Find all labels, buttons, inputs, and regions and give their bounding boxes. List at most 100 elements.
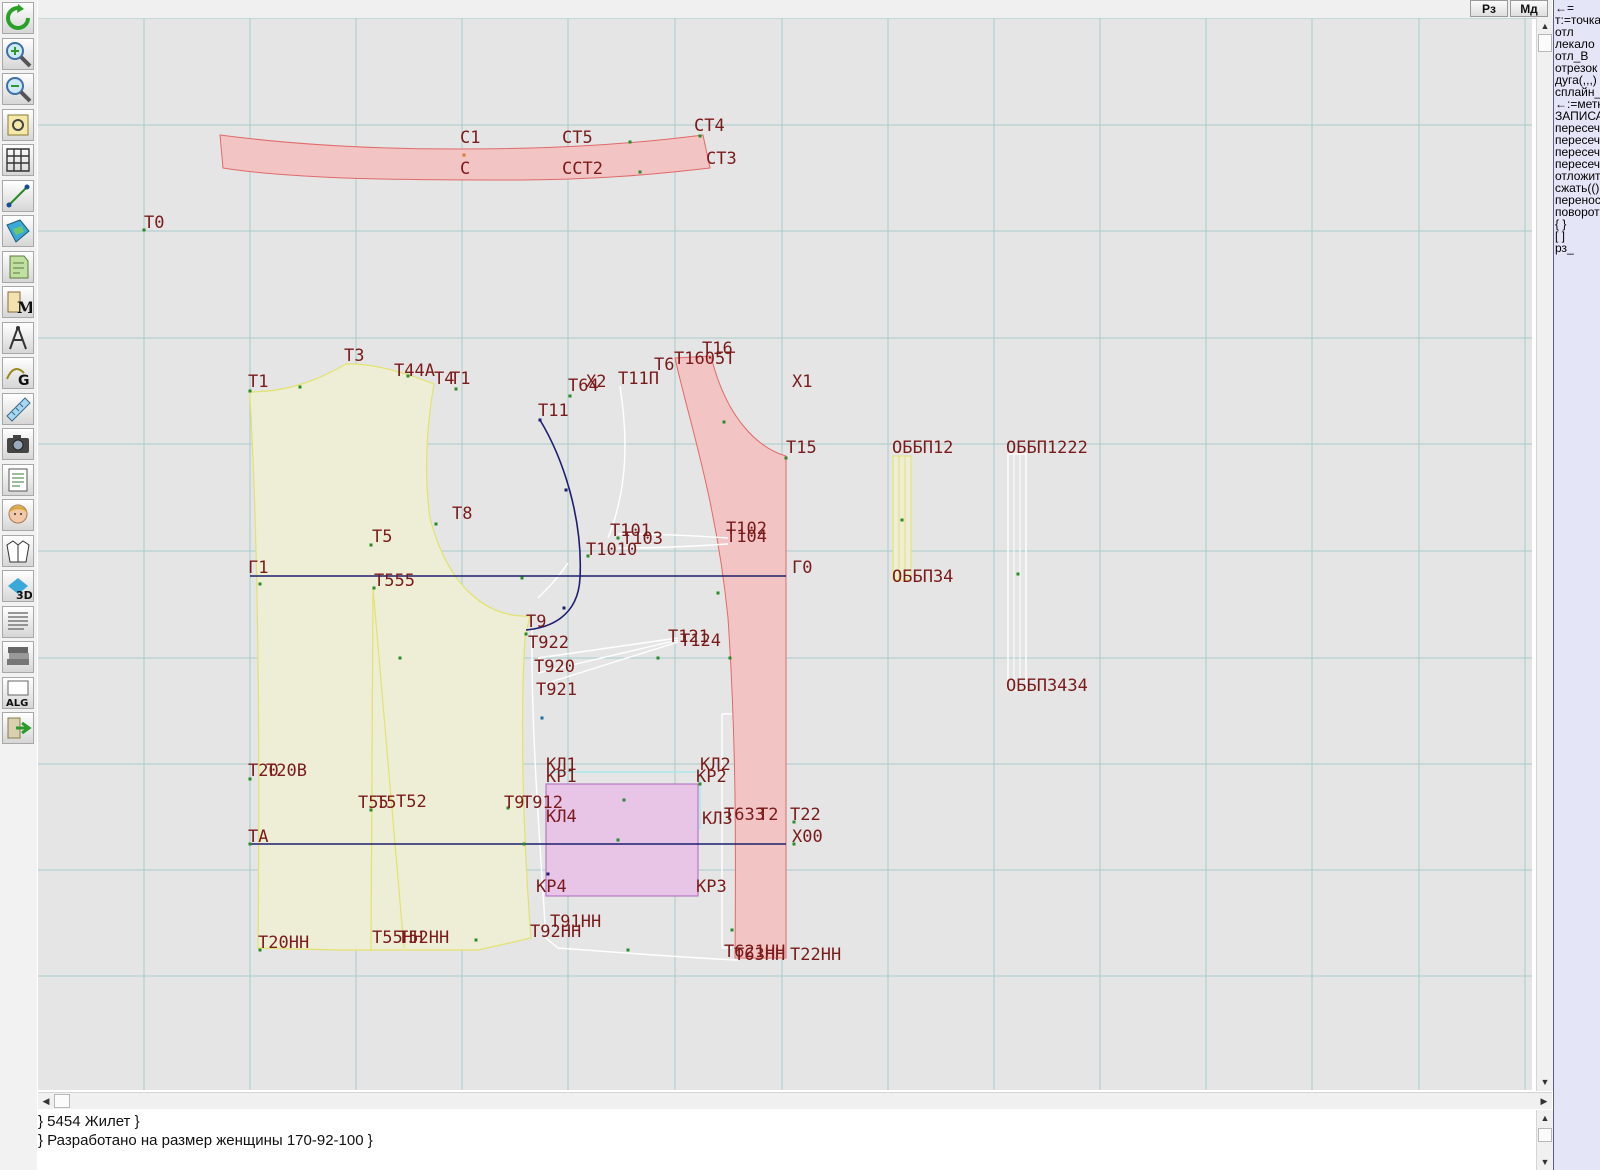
info-scroll-thumb[interactable] xyxy=(1538,1128,1552,1142)
command-item[interactable]: ЗАПИСАТЬ xyxy=(1555,109,1600,123)
command-item[interactable]: дуга(,,,) xyxy=(1555,73,1597,87)
command-item[interactable]: пересеч xyxy=(1555,133,1600,147)
point-label-ct5: СТ5 xyxy=(562,128,593,148)
drawing-canvas[interactable]: С1 СТ5 СТ4 СТ3 С ССТ2 Т0 Т1 Т3 Т44А Т4 Т1 Т6 Т16 Т1605… xyxy=(38,18,1532,1090)
point-label-ct4: СТ4 xyxy=(694,116,725,136)
construction-point xyxy=(638,170,642,174)
scroll-up-icon[interactable]: ▲ xyxy=(1540,21,1550,31)
command-item[interactable]: поворот xyxy=(1555,205,1600,219)
layout-button[interactable] xyxy=(2,215,34,247)
jacket-button[interactable] xyxy=(2,534,34,567)
command-item[interactable]: отл xyxy=(1555,25,1574,39)
command-item[interactable]: т:=точка xyxy=(1555,13,1600,27)
document-button[interactable] xyxy=(2,463,34,496)
command-item[interactable]: [ ] xyxy=(1555,229,1566,243)
scroll-left-icon[interactable]: ◀ xyxy=(42,1095,50,1106)
command-item[interactable]: отрезок xyxy=(1555,61,1598,75)
command-item[interactable]: рз_ xyxy=(1555,241,1574,255)
construction-point xyxy=(622,798,626,802)
scroll-right-icon[interactable]: ▶ xyxy=(1540,1095,1548,1106)
exit-button[interactable] xyxy=(2,712,34,744)
point-label-kl1: КЛ1 xyxy=(546,755,577,775)
command-item[interactable]: лекало xyxy=(1555,37,1595,51)
compass-button[interactable] xyxy=(2,321,34,354)
pocket-piece[interactable] xyxy=(545,783,699,897)
point-label-t6: Т6 xyxy=(654,355,674,375)
zoom-out-button[interactable] xyxy=(2,73,34,105)
command-item[interactable]: ←:=метка xyxy=(1555,97,1600,111)
command-item[interactable]: перенос xyxy=(1555,193,1600,207)
construction-point xyxy=(454,387,458,391)
3d-view-icon: 3D xyxy=(4,572,32,600)
point-label-kl3: КЛ3 xyxy=(702,809,733,829)
command-item[interactable]: сплайн_ xyxy=(1555,85,1600,99)
point-label-t3: Т3 xyxy=(344,346,364,366)
text-document-icon xyxy=(4,608,32,636)
point-label-t621nn: Т621НН xyxy=(724,942,785,962)
point-label-t921: Т921 xyxy=(536,680,577,700)
command-item[interactable]: отложить xyxy=(1555,169,1600,183)
command-item[interactable]: сжать(() xyxy=(1555,181,1600,195)
text-document-button[interactable] xyxy=(2,605,34,638)
scroll-down-icon[interactable]: ▼ xyxy=(1540,1077,1550,1087)
zoom-in-button[interactable] xyxy=(2,37,34,70)
camera-button[interactable] xyxy=(2,428,34,460)
md-button[interactable]: Мд xyxy=(1510,0,1548,17)
point-label-ta: ТА xyxy=(248,827,268,847)
facing-large[interactable] xyxy=(1007,453,1027,691)
ruler-icon xyxy=(4,395,32,423)
books-button[interactable] xyxy=(2,641,34,673)
3d-view-button[interactable]: 3D xyxy=(2,570,34,602)
line-tool-button[interactable] xyxy=(2,179,34,212)
point-label-t22nn: Т22НН xyxy=(790,945,841,965)
model-face-button[interactable] xyxy=(2,499,34,531)
measurements-button[interactable]: M xyxy=(2,286,34,318)
command-list: ←= т:=точка отл лекало отл_В отрезок дуга(,,,)… xyxy=(1554,0,1600,254)
info-line-size: } Разработано на размер женщины 170-92-1… xyxy=(38,1132,373,1149)
point-label-t1605: Т1605Т xyxy=(674,349,735,369)
command-item[interactable]: отл_В xyxy=(1555,49,1589,63)
vertical-scroll-thumb[interactable] xyxy=(1538,34,1552,52)
collar-piece[interactable] xyxy=(219,134,711,181)
command-item[interactable]: { } xyxy=(1555,217,1567,231)
pattern-view-button[interactable] xyxy=(2,108,34,141)
pattern-piece-button[interactable] xyxy=(2,250,34,283)
info-scrollbar[interactable]: ▲ ▼ xyxy=(1536,1110,1553,1170)
refresh-button[interactable] xyxy=(2,2,34,34)
info-box[interactable]: } 5454 Жилет } } Разработано на размер ж… xyxy=(38,1110,1534,1170)
point-label-t22: Т22 xyxy=(790,805,821,825)
point-label-t633: Т633 xyxy=(724,805,765,825)
algorithm-button[interactable]: ALG xyxy=(2,676,34,709)
horizontal-scrollbar[interactable]: ◀ ▶ xyxy=(38,1092,1552,1109)
top-strip: Рз Мд xyxy=(38,0,1552,19)
jacket-icon xyxy=(4,537,32,565)
construction-point xyxy=(538,418,542,422)
construction-point xyxy=(616,838,620,842)
facing-small[interactable] xyxy=(892,455,912,581)
construction-point xyxy=(900,518,904,522)
back-piece[interactable] xyxy=(249,363,532,951)
layout-icon xyxy=(4,217,32,245)
info-scroll-up-icon[interactable]: ▲ xyxy=(1540,1113,1550,1123)
point-label-c1: С1 xyxy=(460,128,480,148)
point-label-kr1: КР1 xyxy=(546,767,577,787)
ruler-button[interactable] xyxy=(2,392,34,425)
command-item[interactable]: пересеч xyxy=(1555,121,1600,135)
construction-points xyxy=(142,134,1020,952)
point-label-t63nn: Т63НН xyxy=(734,945,785,965)
point-label-kr2: КР2 xyxy=(696,767,727,787)
grading-button[interactable]: G xyxy=(2,357,34,389)
command-item[interactable]: пересеч xyxy=(1555,157,1600,171)
zoom-in-icon xyxy=(4,40,32,68)
horizontal-scroll-thumb[interactable] xyxy=(54,1094,70,1108)
grid-button[interactable] xyxy=(2,144,34,176)
rz-button[interactable]: Рз xyxy=(1470,0,1508,17)
command-item[interactable]: пересеч xyxy=(1555,145,1600,159)
construction-point xyxy=(506,806,510,810)
info-scroll-down-icon[interactable]: ▼ xyxy=(1540,1157,1550,1167)
svg-text:3D: 3D xyxy=(16,589,32,600)
command-item[interactable]: ←= xyxy=(1555,1,1575,15)
point-label-t64: Т64 xyxy=(568,376,599,396)
vertical-scrollbar[interactable]: ▲ ▼ xyxy=(1536,18,1553,1091)
